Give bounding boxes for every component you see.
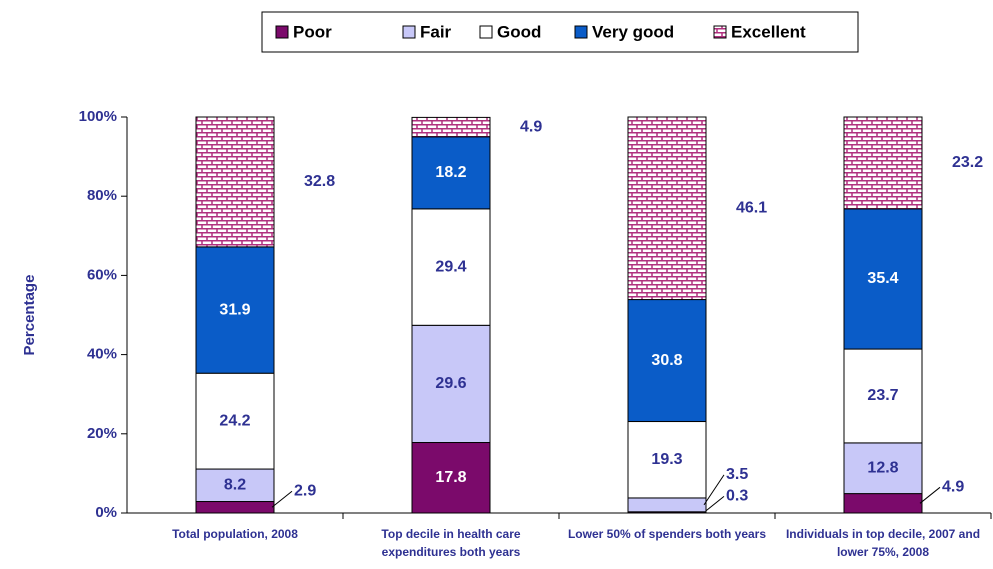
data-label: 0.3	[726, 488, 748, 505]
y-tick-label: 60%	[87, 266, 117, 283]
bar-segment	[627, 497, 707, 513]
bar-segment	[843, 348, 923, 444]
data-label: 46.1	[736, 199, 767, 216]
bar-segment	[843, 493, 923, 514]
bar-segment	[195, 116, 275, 248]
data-label: 19.3	[651, 451, 682, 468]
data-label: 18.2	[435, 164, 466, 181]
bar-segment	[627, 299, 707, 423]
bar-segment	[195, 246, 275, 374]
x-tick-label: Lower 50% of spenders both years	[567, 527, 767, 541]
y-tick-label: 20%	[87, 425, 117, 442]
leader-line	[919, 486, 941, 504]
legend-swatch	[275, 25, 289, 39]
bar-segment	[411, 116, 491, 138]
bar-segment	[195, 468, 275, 503]
data-label: 23.7	[867, 387, 898, 404]
legend-label: Excellent	[731, 22, 806, 41]
legend-label: Poor	[293, 22, 332, 41]
data-label: 8.2	[224, 476, 246, 493]
data-label: 35.4	[867, 270, 898, 287]
data-label: 32.8	[304, 173, 335, 190]
x-tick-label: Individuals in top decile, 2007 and lowe…	[785, 527, 981, 559]
bar-segment	[627, 116, 707, 301]
y-tick-label: 80%	[87, 187, 117, 204]
bar-segment	[843, 208, 923, 350]
bar-segment	[411, 136, 491, 210]
y-tick-label: 40%	[87, 346, 117, 363]
data-label: 29.4	[435, 258, 466, 275]
y-tick-label: 0%	[95, 504, 117, 521]
x-tick-label: Top decile in health care expenditures b…	[381, 527, 521, 559]
bar-segment	[195, 501, 275, 514]
legend-swatch	[574, 25, 588, 39]
data-label: 4.9	[520, 118, 542, 135]
data-label: 12.8	[867, 459, 898, 476]
bar-segment	[843, 442, 923, 495]
data-label: 2.9	[294, 482, 316, 499]
legend-swatch	[402, 25, 416, 39]
data-label: 31.9	[219, 301, 250, 318]
legend-box	[261, 11, 859, 53]
data-label: 24.2	[219, 412, 250, 429]
legend-label: Very good	[592, 22, 674, 41]
data-label: 29.6	[435, 375, 466, 392]
leader-line	[703, 496, 725, 513]
leader-line	[271, 490, 293, 508]
legend-swatch	[479, 25, 493, 39]
data-label: 30.8	[651, 352, 682, 369]
legend-label: Fair	[420, 22, 452, 41]
y-tick-label: 100%	[79, 108, 117, 125]
leader-line	[703, 474, 725, 506]
legend-label: Good	[497, 22, 541, 41]
data-label: 4.9	[942, 479, 964, 496]
data-label: 17.8	[435, 469, 466, 486]
bar-segment	[411, 324, 491, 444]
bar-segment	[195, 372, 275, 470]
bar-segment	[411, 208, 491, 326]
x-tick-label: Total population, 2008	[172, 527, 298, 541]
data-label: 3.5	[726, 466, 748, 483]
bar-segment	[411, 442, 491, 514]
data-label: 23.2	[952, 154, 983, 171]
bar-segment	[843, 116, 923, 210]
bar-segment	[627, 421, 707, 499]
y-axis-label: Percentage	[21, 275, 38, 356]
legend-swatch	[713, 25, 727, 39]
